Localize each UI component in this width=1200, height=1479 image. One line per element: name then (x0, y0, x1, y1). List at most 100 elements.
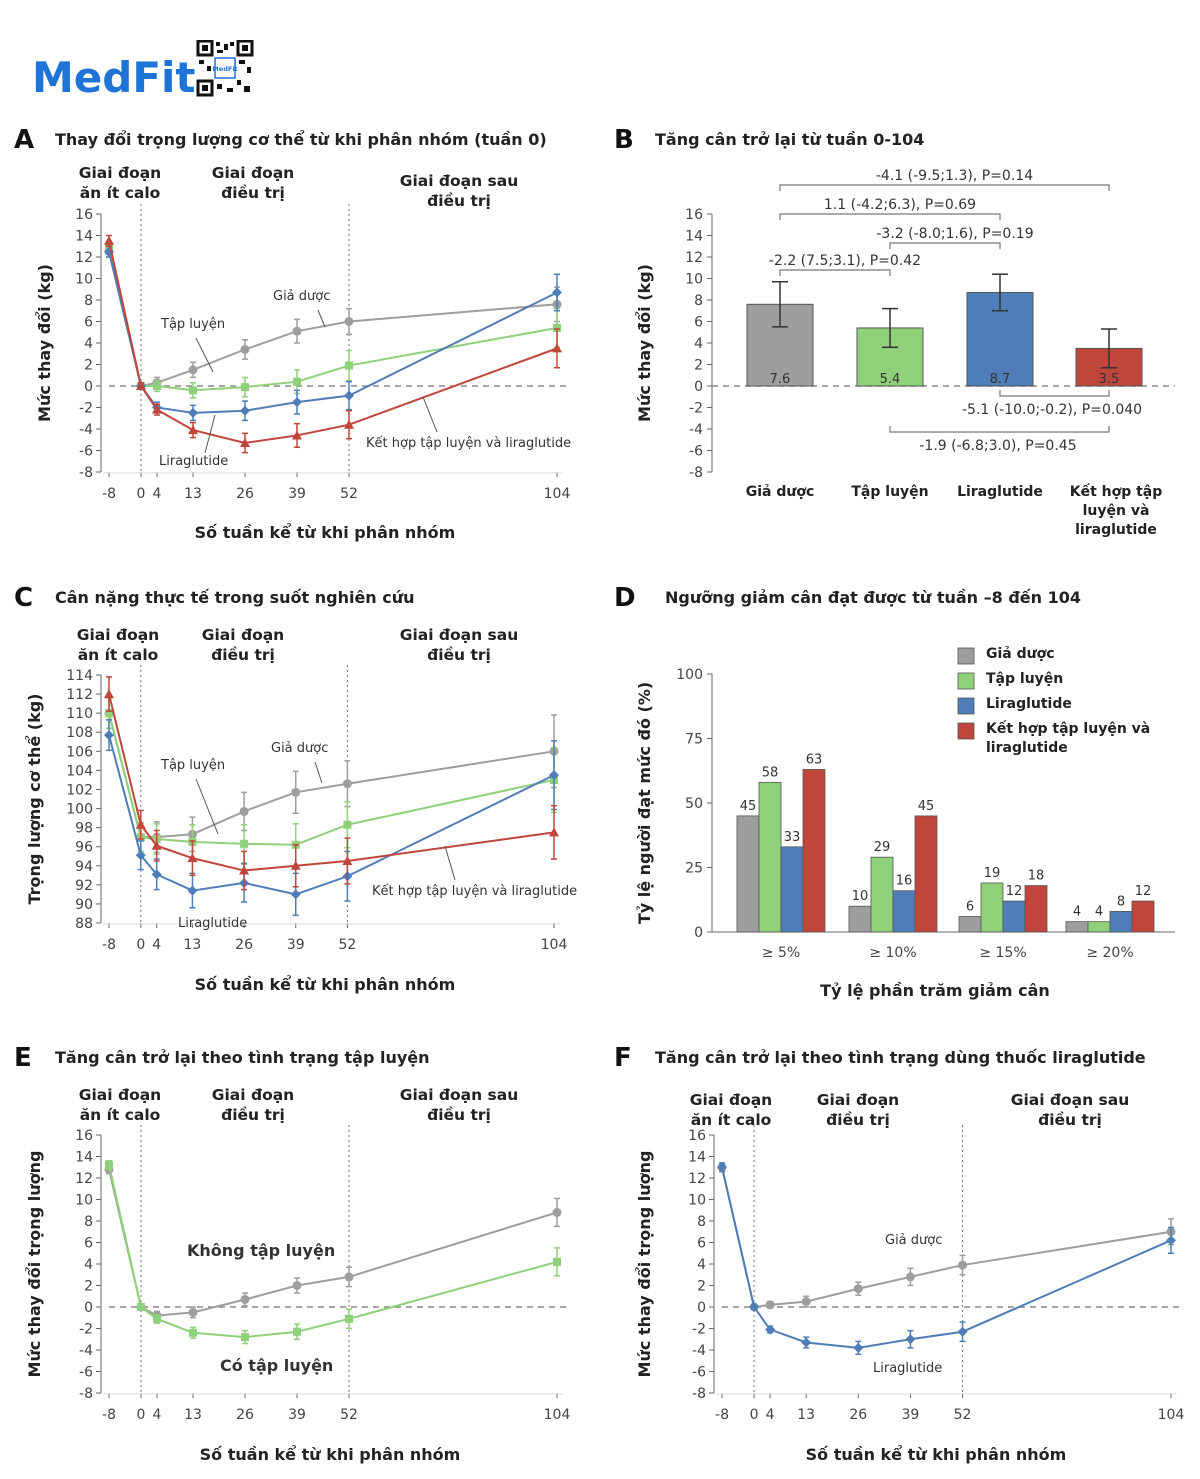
y-tick-label: 102 (66, 782, 93, 798)
panel-letter: D (614, 583, 636, 613)
data-point (152, 404, 162, 414)
comparison-label: -3.2 (-8.0;1.6), P=0.19 (876, 226, 1033, 242)
bar-value-label: 12 (1135, 884, 1152, 899)
y-axis-label: Mức thay đổi trọng lượng (635, 1151, 654, 1378)
x-tick-label: 104 (544, 486, 571, 502)
brand-wordmark: MedFit (32, 53, 196, 100)
phase-label: điều trị (427, 645, 491, 664)
chart-e: E Tăng cân trở lại theo tình trạng tập lu… (14, 1043, 571, 1464)
data-point (239, 865, 250, 875)
annotation-liraglutide: Liraglutide (178, 916, 247, 931)
x-tick-label: 104 (544, 1407, 571, 1423)
data-point (290, 860, 301, 870)
y-tick-label: 2 (697, 1279, 706, 1295)
annotation-leader (195, 778, 219, 835)
y-axis-label: Mức thay đổi trọng lượng (25, 1151, 44, 1378)
series-line (108, 712, 555, 846)
chart-f: F Tăng cân trở lại theo tình trạng dùng t… (614, 1043, 1185, 1464)
y-tick-label: 12 (75, 1171, 93, 1187)
y-tick-label: 0 (84, 379, 93, 395)
data-point (292, 326, 302, 336)
x-tick-label: 104 (541, 937, 568, 953)
comparison-bracket (889, 242, 1001, 249)
bar-value-label: 4 (1095, 905, 1103, 920)
bar (914, 815, 938, 933)
y-tick-label: 0 (694, 925, 703, 941)
phase-label: Giai đoạn (79, 164, 161, 182)
svg-text:MedFit: MedFit (212, 65, 237, 73)
annotation-liraglutide: Liraglutide (873, 1361, 942, 1376)
y-tick-label: 16 (685, 207, 703, 223)
data-point (853, 1342, 864, 1353)
y-tick-label: 10 (688, 1193, 706, 1209)
data-point (188, 425, 198, 435)
legend-label: Liraglutide (986, 696, 1072, 712)
data-point (801, 1337, 812, 1348)
y-tick-label: 4 (697, 1257, 706, 1273)
y-tick-label: 50 (685, 796, 703, 812)
phase-label: Giai đoạn (202, 626, 284, 644)
y-tick-label: 0 (84, 1300, 93, 1316)
x-tick-label: 4 (766, 1407, 775, 1423)
phase-label: điều trị (427, 191, 491, 210)
phase-label: Giai đoạn (212, 1086, 294, 1104)
y-tick-label: -8 (79, 1386, 93, 1402)
x-tick-label: 104 (1158, 1407, 1185, 1423)
comparison-bracket (779, 269, 891, 276)
chart-b: B Tăng cân trở lại từ tuần 0-104 -8 -6 -4 -2 0… (614, 125, 1175, 538)
category-label: Liraglutide (957, 484, 1043, 500)
y-tick-label: -4 (692, 1343, 706, 1359)
annotation-combination: Kết hợp tập luyện và liraglutide (372, 884, 577, 899)
y-tick-label: 6 (694, 315, 703, 331)
y-tick-label: 14 (75, 1150, 93, 1166)
bar-value-label: 45 (918, 799, 935, 814)
data-point (293, 1327, 301, 1336)
y-tick-label: 75 (685, 732, 703, 748)
y-tick-label: 14 (688, 1150, 706, 1166)
x-tick-label: 0 (750, 1407, 759, 1423)
annotation-placebo: Giả dược (273, 289, 330, 304)
x-tick-label: 26 (849, 1407, 867, 1423)
annotation-exercise: Tập luyện (160, 317, 225, 332)
bar (892, 890, 916, 933)
panel-d: D Ngưỡng giảm cân đạt được từ tuần –8 đến… (600, 572, 1200, 1030)
series-line (108, 240, 558, 444)
category-label: ≥ 15% (979, 945, 1026, 961)
bar (848, 905, 872, 933)
y-tick-label: 12 (685, 250, 703, 266)
comparison-label: -2.2 (7.5;3.1), P=0.42 (769, 253, 921, 269)
y-tick-label: 12 (688, 1171, 706, 1187)
bar-value-label: 58 (762, 765, 779, 780)
phase-label: ăn ít calo (78, 646, 159, 664)
data-point (240, 437, 250, 447)
bar-value-label: 10 (852, 889, 869, 904)
data-point (104, 730, 114, 741)
y-tick-label: 2 (84, 1279, 93, 1295)
legend-swatch (957, 697, 975, 715)
y-tick-label: 90 (75, 897, 93, 913)
data-point (104, 689, 114, 699)
annotation-leader (314, 761, 323, 784)
bar (1109, 910, 1133, 933)
data-point (344, 390, 354, 401)
phase-label: điều trị (427, 1105, 491, 1124)
x-tick-label: 4 (152, 937, 161, 953)
bar (1002, 900, 1026, 933)
y-tick-label: 16 (688, 1128, 706, 1144)
phase-label: Giai đoạn sau (400, 1086, 519, 1104)
category-label: ≥ 10% (869, 945, 916, 961)
y-tick-label: 106 (66, 744, 93, 760)
bar-value-label: 3.5 (1099, 372, 1120, 387)
data-point (105, 1161, 113, 1170)
phase-label: điều trị (826, 1110, 890, 1129)
x-tick-label: 39 (288, 1407, 306, 1423)
x-tick-label: 13 (184, 1407, 202, 1423)
bar (780, 846, 804, 933)
x-tick-label: 52 (340, 486, 358, 502)
y-axis-label: Mức thay đổi (kg) (635, 264, 654, 422)
data-point (153, 1314, 161, 1323)
y-tick-label: 108 (66, 725, 93, 741)
bar-value-label: 7.6 (770, 372, 791, 387)
x-axis-label: Số tuần kể từ khi phân nhóm (195, 523, 456, 542)
phase-label: Giai đoạn (817, 1091, 899, 1109)
